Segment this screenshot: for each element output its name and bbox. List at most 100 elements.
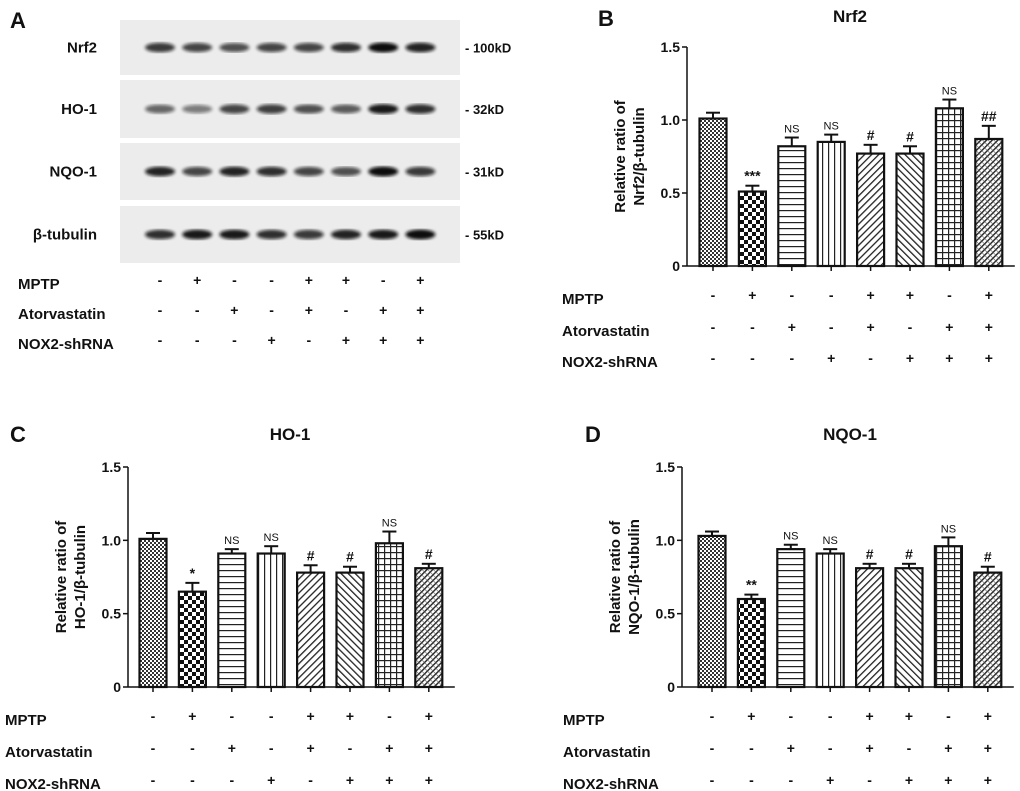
protein-band <box>219 166 250 177</box>
treatment-sign: + <box>193 272 201 288</box>
treatment-sign: + <box>307 708 315 724</box>
treatment-sign: + <box>747 708 755 724</box>
protein-band <box>331 104 361 114</box>
protein-band <box>405 166 436 177</box>
protein-band <box>145 166 175 177</box>
protein-band <box>182 166 213 177</box>
bar <box>973 571 1003 689</box>
treatment-sign: + <box>944 772 952 788</box>
treatment-sign: + <box>866 708 874 724</box>
bar <box>933 545 964 689</box>
treatment-sign: + <box>867 287 875 303</box>
protein-band <box>368 166 399 177</box>
treatment-sign: + <box>945 319 953 335</box>
y-tick-label: 1.5 <box>661 39 681 55</box>
treatment-label: NOX2-shRNA <box>18 336 114 353</box>
treatment-sign: + <box>416 302 424 318</box>
chart-title: Nrf2 <box>833 7 867 26</box>
molecular-weight-label: - 32kD <box>465 102 504 117</box>
treatment-sign: + <box>866 740 874 756</box>
bar <box>698 117 728 268</box>
treatment-sign: - <box>750 350 755 366</box>
blot-strip <box>120 206 460 263</box>
panel-letter: D <box>585 422 601 447</box>
treatment-sign: - <box>269 302 274 318</box>
treatment-sign: + <box>228 740 236 756</box>
bar <box>138 537 168 689</box>
treatment-sign: + <box>905 708 913 724</box>
treatment-sign: + <box>944 740 952 756</box>
significance-label: # <box>346 549 354 565</box>
treatment-label: NOX2-shRNA <box>562 354 658 371</box>
treatment-sign: + <box>342 332 350 348</box>
treatment-sign: - <box>788 708 793 724</box>
treatment-label: Atorvastatin <box>562 323 650 340</box>
y-axis-label: HO-1/β-tubulin <box>72 525 89 629</box>
significance-label: # <box>866 546 874 562</box>
significance-label: # <box>984 549 992 565</box>
treatment-sign: + <box>425 740 433 756</box>
blot-strip <box>120 20 460 75</box>
significance-label: # <box>307 547 315 563</box>
protein-label: HO-1 <box>61 101 97 118</box>
treatment-sign: - <box>946 708 951 724</box>
molecular-weight-label: - 100kD <box>465 41 511 56</box>
treatment-sign: - <box>269 272 274 288</box>
treatment-label: MPTP <box>563 712 605 729</box>
treatment-label: NOX2-shRNA <box>5 776 101 791</box>
bar <box>895 152 925 268</box>
treatment-sign: + <box>379 302 387 318</box>
protein-band <box>405 229 436 240</box>
treatment-sign: - <box>381 272 386 288</box>
significance-label: NS <box>224 535 239 547</box>
treatment-sign: + <box>984 708 992 724</box>
significance-label: NS <box>824 121 839 133</box>
bar <box>974 137 1004 268</box>
treatment-sign: - <box>308 772 313 788</box>
protein-band <box>405 42 436 53</box>
y-tick-label: 1.0 <box>102 532 122 548</box>
protein-band <box>293 42 324 53</box>
treatment-sign: + <box>385 740 393 756</box>
protein-band <box>405 104 436 114</box>
treatment-sign: + <box>787 740 795 756</box>
y-tick-label: 0 <box>113 679 121 695</box>
treatment-label: MPTP <box>562 291 604 308</box>
panel-letter: C <box>10 422 26 447</box>
y-tick-label: 0.5 <box>102 606 122 622</box>
bar <box>374 542 404 689</box>
y-axis-label: Relative ratio of <box>612 99 629 213</box>
y-axis-label: Relative ratio of <box>53 520 70 634</box>
treatment-sign: - <box>344 302 349 318</box>
treatment-sign: + <box>985 350 993 366</box>
significance-label: NS <box>784 124 799 136</box>
treatment-sign: + <box>826 772 834 788</box>
treatment-sign: + <box>748 287 756 303</box>
western-blot-panel: A Nrf2 - 100kD HO-1 - 32kD NQO-1 - 31kD β-tubul… <box>10 8 511 353</box>
chart-panel-b: B Nrf2 0 0.5 1.0 1.5 Relative ratio of Nrf2/β-t… <box>562 6 1015 371</box>
protein-band <box>368 104 399 114</box>
treatment-sign: - <box>158 302 163 318</box>
protein-band <box>145 229 175 240</box>
molecular-weight-label: - 55kD <box>465 228 504 243</box>
treatment-sign: + <box>305 302 313 318</box>
protein-band <box>331 229 361 240</box>
y-tick-label: 1.0 <box>656 532 676 548</box>
treatment-sign: - <box>711 319 716 335</box>
treatment-sign: + <box>945 350 953 366</box>
panel-letter: B <box>598 6 614 31</box>
protein-band <box>293 229 324 240</box>
panel-letter: A <box>10 8 26 33</box>
treatment-sign: - <box>711 287 716 303</box>
protein-band <box>256 166 287 177</box>
bar <box>894 567 924 689</box>
significance-label: NS <box>382 518 397 530</box>
significance-label: *** <box>744 168 761 184</box>
bar <box>934 107 965 268</box>
treatment-sign: + <box>385 772 393 788</box>
chart-panel-d: D NQO-1 0 0.5 1.0 1.5 Relative ratio of NQO-1/β… <box>563 422 1014 791</box>
treatment-sign: - <box>232 332 237 348</box>
protein-label: NQO-1 <box>49 164 97 181</box>
protein-band <box>368 229 399 240</box>
